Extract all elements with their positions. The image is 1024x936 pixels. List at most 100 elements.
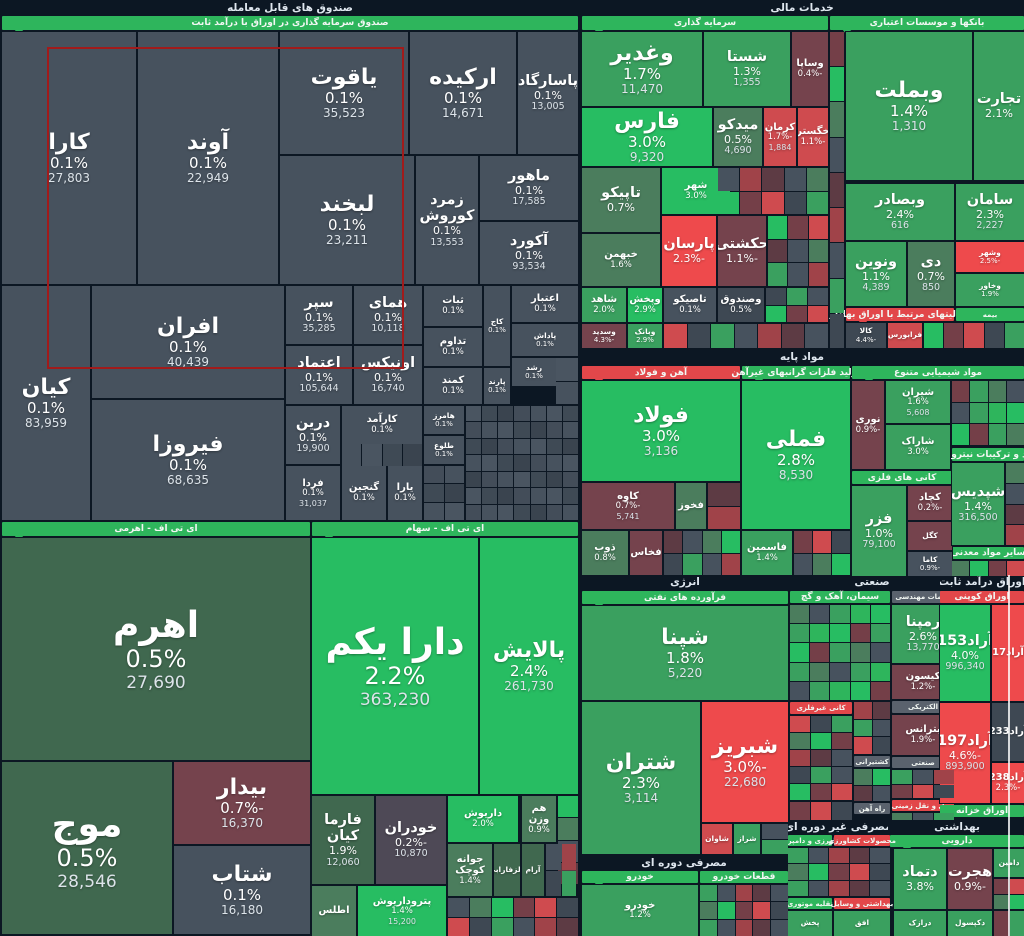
mosaic-cells[interactable] xyxy=(854,702,890,754)
treemap-cell[interactable]: دتماد 3.8% xyxy=(894,849,946,909)
treemap-cell[interactable]: تجارت 2.1% xyxy=(974,32,1024,180)
treemap-cell[interactable]: دامین xyxy=(994,849,1024,877)
treemap-cell[interactable]: وغدیر 1.7% 11,470 xyxy=(582,32,702,106)
treemap-cell[interactable]: هامرز 0.1% xyxy=(424,406,464,434)
treemap-cell[interactable]: اعتماد 0.1% 105,644 xyxy=(286,346,352,404)
treemap-cell[interactable]: ذوب 0.8% xyxy=(582,531,628,575)
treemap-cell[interactable]: پاداش 0.1% xyxy=(512,324,578,356)
treemap-cell[interactable]: دی 0.7% 850 xyxy=(908,242,954,306)
treemap-cell[interactable]: وشهر -2.5% xyxy=(956,242,1024,272)
treemap-cell[interactable]: تاپیکو 0.7% xyxy=(582,168,660,232)
treemap-cell[interactable]: شبریز -3.0% 22,680 xyxy=(702,702,788,822)
treemap-cell[interactable]: کارآمد 0.1% xyxy=(342,406,422,444)
mosaic-cells[interactable] xyxy=(700,885,788,936)
mosaic-cells[interactable] xyxy=(794,531,850,575)
industry-bar[interactable]: دارویی xyxy=(890,835,1024,852)
treemap-cell[interactable]: شستا 1.3% 1,355 xyxy=(704,32,790,106)
mosaic-cells[interactable] xyxy=(1006,463,1024,545)
treemap-cell[interactable]: آکورد 0.1% 93,534 xyxy=(480,222,578,284)
treemap-cell[interactable]: شتران 2.3% 3,114 xyxy=(582,702,700,854)
treemap-cell[interactable]: شپدیس 1.4% 316,500 xyxy=(952,463,1004,545)
industry-bar[interactable]: قطعات خودرو xyxy=(700,871,788,883)
mosaic-cells[interactable] xyxy=(448,898,578,936)
treemap-cell[interactable]: وبانک 2.9% xyxy=(628,324,662,348)
mosaic-cells[interactable] xyxy=(994,879,1024,909)
industry-bar[interactable]: صندوق سرمایه گذاری در اوراق با درآمد ثاب… xyxy=(2,16,578,35)
treemap-cell[interactable]: ارکیده 0.1% 14,671 xyxy=(410,32,516,154)
treemap-cell[interactable]: وسدید -4.3% xyxy=(582,324,626,348)
treemap-cell[interactable]: اطلس xyxy=(312,886,356,936)
treemap-cell[interactable]: فیروزا 0.1% 68,635 xyxy=(92,400,284,520)
treemap-cell[interactable]: آراد1534.0%996,340 xyxy=(940,605,990,701)
treemap-cell[interactable]: میدکو 0.5% 4,690 xyxy=(714,108,762,166)
industry-bar[interactable]: بانکها و موسسات اعتباری xyxy=(830,16,1024,35)
industry-bar[interactable]: حمل و نقل زمینی xyxy=(891,800,955,811)
treemap-cell[interactable]: نوری -0.9% xyxy=(852,381,884,469)
treemap-cell[interactable]: وساپا -0.4% xyxy=(792,32,828,106)
mosaic-cells[interactable] xyxy=(892,813,954,820)
industry-bar[interactable]: اوراق کوپنی xyxy=(940,591,1024,603)
treemap-cell[interactable]: آراد17 xyxy=(992,605,1024,701)
treemap-cell[interactable]: فزر 1.0% 79,100 xyxy=(852,486,906,576)
mosaic-cells[interactable] xyxy=(708,483,740,529)
treemap-cell[interactable]: فارس 3.0% 9,320 xyxy=(582,108,712,166)
industry-bar[interactable]: کود و ترکیبات نیتروژن xyxy=(938,448,1024,461)
treemap-cell[interactable]: افق xyxy=(834,911,890,936)
mosaic-cells[interactable] xyxy=(664,324,828,348)
industry-bar[interactable]: صنعتی xyxy=(892,757,954,768)
mosaic-cells[interactable] xyxy=(788,848,890,896)
mosaic-cells[interactable] xyxy=(892,770,954,798)
industry-bar[interactable]: راه آهن xyxy=(854,803,890,814)
treemap-cell[interactable]: خگستر -1.1% xyxy=(798,108,828,166)
treemap-cell[interactable]: موج 0.5% 28,546 xyxy=(2,762,172,934)
treemap-cell[interactable]: ثبات 0.1% xyxy=(424,286,482,326)
treemap-cell[interactable]: دکپسول xyxy=(948,911,992,936)
treemap-cell[interactable]: ماهور 0.1% 17,585 xyxy=(480,156,578,220)
industry-bar[interactable]: سرمایه گذاری xyxy=(582,16,828,35)
treemap-cell[interactable]: سپر 0.1% 35,285 xyxy=(286,286,352,344)
treemap-cell[interactable]: کچاد -0.2% xyxy=(908,486,952,520)
treemap-cell[interactable]: پالایش 2.4% 261,730 xyxy=(480,538,578,794)
treemap-cell[interactable]: ونوین 1.1% 4,389 xyxy=(846,242,906,306)
treemap-cell[interactable]: درین 0.1% 19,900 xyxy=(286,406,340,464)
treemap-cell[interactable]: گنجین 0.1% xyxy=(342,466,386,520)
industry-bar[interactable]: خودرو xyxy=(582,871,698,888)
treemap-cell[interactable]: کالا -4.4% xyxy=(846,323,886,348)
treemap-cell[interactable]: جوانه کوچک 1.4% xyxy=(448,844,492,896)
treemap-cell[interactable]: خبهمن 1.6% xyxy=(582,234,660,286)
treemap-cell[interactable]: فلزفارابی xyxy=(494,844,520,896)
treemap-cell[interactable]: پخش xyxy=(788,911,832,936)
treemap-cell[interactable]: شپنا 1.8% 5,220 xyxy=(582,606,788,700)
mosaic-cells[interactable] xyxy=(342,444,422,466)
mosaic-cells[interactable] xyxy=(790,605,890,700)
industry-bar[interactable]: کشتیرانی xyxy=(854,756,890,767)
industry-bar[interactable]: کانی غیرفلزی xyxy=(790,702,852,714)
industry-bar[interactable]: الکتریکی xyxy=(892,701,954,713)
treemap-cell[interactable]: همای 0.1% 10,118 xyxy=(354,286,422,344)
mosaic-cells[interactable] xyxy=(718,168,828,214)
treemap-cell[interactable]: پتروداریوش 1.4% 15,200 xyxy=(358,886,446,936)
treemap-cell[interactable]: کاما -0.9% xyxy=(908,552,952,576)
treemap-cell[interactable]: فخاس xyxy=(630,531,662,575)
treemap-cell[interactable]: آوند 0.1% 22,949 xyxy=(138,32,278,284)
industry-bar[interactable]: کانی های فلزی xyxy=(852,471,952,484)
treemap-cell[interactable]: بیدار -0.7% 16,370 xyxy=(174,762,310,844)
treemap-cell[interactable]: لبخند 0.1% 23,211 xyxy=(280,156,414,284)
mosaic-cells[interactable] xyxy=(952,381,1024,445)
mosaic-cells[interactable] xyxy=(424,466,464,520)
mosaic-cells[interactable] xyxy=(556,358,578,404)
industry-bar[interactable]: نقلیه موتوری xyxy=(786,898,834,909)
industry-bar[interactable]: ای تی اف - سهام xyxy=(312,522,578,541)
treemap-cell[interactable]: زمرد کوروش 0.1% 13,553 xyxy=(416,156,478,284)
treemap-cell[interactable]: دارا یکم 2.2% 363,230 xyxy=(312,538,478,794)
treemap-cell[interactable]: کارا 0.1% 27,803 xyxy=(2,32,136,284)
industry-bar[interactable]: اوراق خزانه xyxy=(940,805,1024,817)
treemap-cell[interactable]: کیان 0.1% 83,959 xyxy=(2,286,90,520)
treemap-cell[interactable]: درازک xyxy=(894,911,946,936)
treemap-cell[interactable]: کرمان -1.7% 1,884 xyxy=(764,108,796,166)
treemap-cell[interactable]: خودرو 1.2% xyxy=(582,885,698,936)
treemap-cell[interactable]: سامان 2.3% 2,227 xyxy=(956,184,1024,240)
treemap-cell[interactable]: تاصیکو 0.1% xyxy=(664,288,716,322)
mosaic-cells[interactable] xyxy=(790,802,852,820)
mosaic-cells[interactable] xyxy=(854,769,890,801)
